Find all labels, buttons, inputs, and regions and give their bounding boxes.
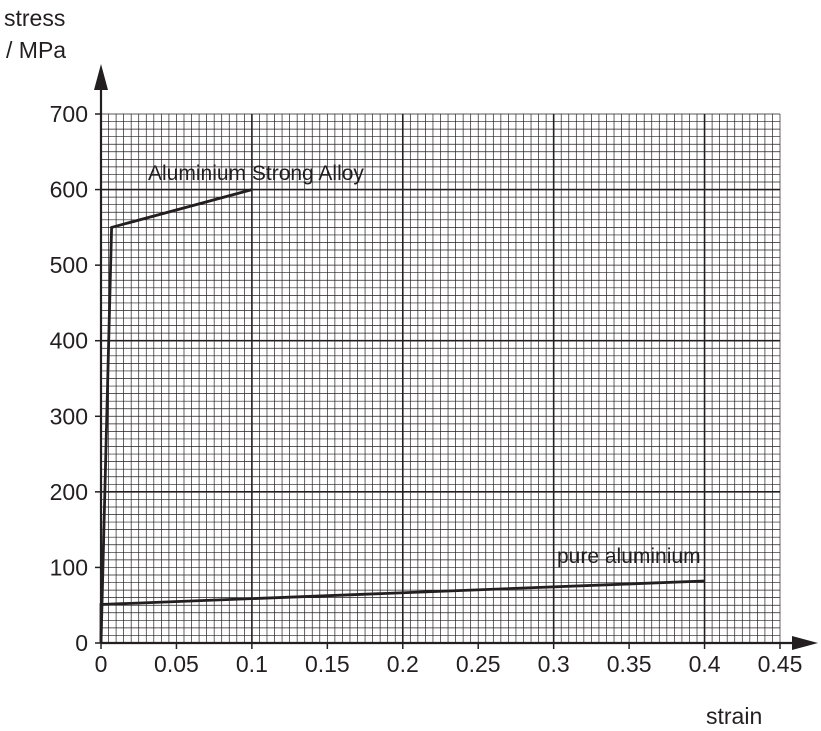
- y-tick-labels: 0 100 200 300 400 500 600 700: [50, 101, 101, 656]
- y-tick-label: 0: [75, 630, 88, 656]
- x-tick-label: 0: [95, 651, 108, 677]
- x-tick-labels: 0 0.05 0.1 0.15 0.2 0.25 0.3 0.35 0.4 0.45: [95, 643, 803, 677]
- y-tick-label: 200: [50, 479, 88, 505]
- y-tick-label: 300: [50, 403, 88, 429]
- series-layer: [99, 188, 705, 644]
- x-tick-label: 0.05: [154, 651, 199, 677]
- x-tick-label: 0.2: [387, 651, 419, 677]
- series-line-pure-aluminium: [99, 579, 705, 643]
- x-tick-label: 0.4: [689, 651, 721, 677]
- y-axis-arrow: [94, 64, 108, 90]
- x-tick-label: 0.35: [607, 651, 652, 677]
- x-tick-label: 0.3: [538, 651, 570, 677]
- series-line-aluminium-strong-alloy: [99, 188, 253, 644]
- y-tick-label: 600: [50, 177, 88, 203]
- major-grid: [101, 114, 780, 643]
- y-tick-label: 700: [50, 101, 88, 127]
- y-axis-title-line2: / MPa: [6, 37, 66, 63]
- series-label-pure-aluminium: pure aluminium: [557, 545, 701, 568]
- series-label-aluminium-strong-alloy: Aluminium Strong Alloy: [148, 162, 364, 185]
- y-tick-label: 400: [50, 328, 88, 354]
- x-axis-title: strain: [706, 703, 762, 729]
- x-axis-arrow: [792, 636, 818, 650]
- x-tick-label: 0.1: [236, 651, 268, 677]
- axes: [94, 64, 818, 650]
- x-tick-label: 0.45: [758, 651, 803, 677]
- minor-grid: [100, 113, 781, 644]
- x-tick-label: 0.25: [456, 651, 501, 677]
- y-tick-label: 500: [50, 252, 88, 278]
- y-tick-label: 100: [50, 554, 88, 580]
- x-tick-label: 0.15: [305, 651, 350, 677]
- y-axis-title-line1: stress: [4, 5, 65, 31]
